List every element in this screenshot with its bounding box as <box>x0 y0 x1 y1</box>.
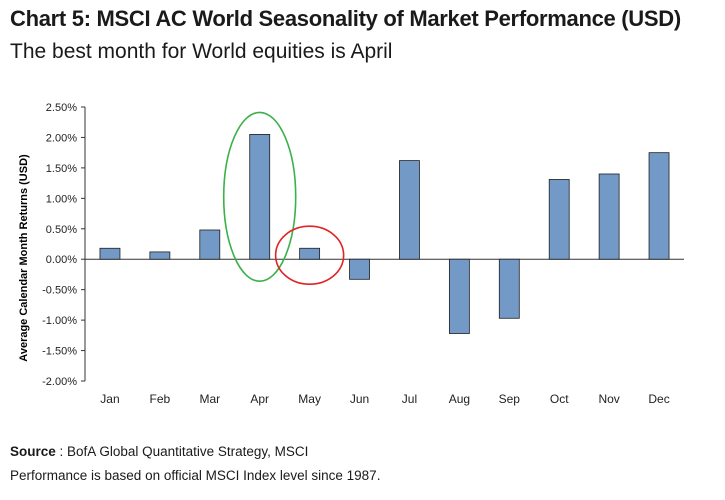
bar-jan <box>99 247 121 260</box>
x-tick-label: Mar <box>199 392 220 406</box>
y-tick-label: -1.50% <box>42 346 77 358</box>
bar-sep <box>498 258 520 319</box>
bar-oct <box>548 179 570 260</box>
x-tick-label: Jun <box>350 392 369 406</box>
source-label: Source <box>10 444 56 459</box>
highlight-ellipse-red <box>274 225 345 286</box>
x-tick-label: Jul <box>402 392 417 406</box>
x-tick-label: Feb <box>150 392 171 406</box>
y-axis: 2.50% 2.00% 1.50% 1.00% 0.50% 0.00% -0.50% -1.0… <box>42 102 684 388</box>
source-text: : BofA Global Quantitative Strategy, MSC… <box>59 444 309 459</box>
footnote: Performance is based on official MSCI In… <box>10 468 381 483</box>
annotations <box>222 111 345 286</box>
bar-series <box>99 134 670 334</box>
bar-dec <box>648 152 670 260</box>
y-tick-label: 0.50% <box>46 224 77 236</box>
x-tick-label: Oct <box>550 392 569 406</box>
y-tick-label: 2.50% <box>46 102 77 114</box>
bar-feb <box>149 251 171 260</box>
bar-jul <box>399 160 420 260</box>
x-tick-label: Jan <box>100 392 119 406</box>
x-tick-label: Dec <box>648 392 669 406</box>
x-tick-label: May <box>298 392 321 406</box>
bar-chart: 2.50% 2.00% 1.50% 1.00% 0.50% 0.00% -0.50% -1.0… <box>18 102 684 406</box>
bar-jun <box>349 258 370 280</box>
source-line: Source : BofA Global Quantitative Strate… <box>10 444 308 459</box>
y-tick-label: -2.00% <box>42 376 77 388</box>
x-tick-label: Sep <box>499 392 521 406</box>
y-tick-label: 1.00% <box>46 193 77 205</box>
x-tick-label: Nov <box>598 392 619 406</box>
y-axis-label: Average Calendar Month Returns (USD) <box>18 154 30 362</box>
y-tick-label: -0.50% <box>42 285 77 297</box>
bar-may <box>299 247 321 260</box>
y-tick-label: 2.00% <box>46 132 77 144</box>
x-tick-label: Aug <box>449 392 470 406</box>
x-axis-labels: Jan Feb Mar Apr May Jun Jul Aug Sep Oct Nov Dec <box>100 392 669 406</box>
y-tick-label: -1.00% <box>42 315 77 327</box>
bar-apr <box>249 134 271 260</box>
x-tick-label: Apr <box>250 392 269 406</box>
bar-aug <box>448 258 470 334</box>
chart-subtitle: The best month for World equities is Apr… <box>10 40 393 63</box>
chart-title: Chart 5: MSCI AC World Seasonality of Ma… <box>10 6 681 31</box>
bar-mar <box>199 229 221 260</box>
bar-nov <box>598 173 620 260</box>
y-tick-label: 1.50% <box>46 163 77 175</box>
y-tick-label: 0.00% <box>46 254 77 266</box>
highlight-ellipse-green <box>222 111 297 283</box>
